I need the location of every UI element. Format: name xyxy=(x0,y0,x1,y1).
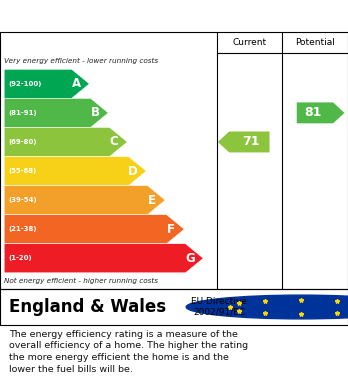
Text: (39-54): (39-54) xyxy=(8,197,37,203)
Polygon shape xyxy=(4,127,127,156)
Text: Current: Current xyxy=(232,38,267,47)
Text: (92-100): (92-100) xyxy=(8,81,42,87)
Text: (81-91): (81-91) xyxy=(8,110,37,116)
Polygon shape xyxy=(297,102,345,123)
Polygon shape xyxy=(4,215,184,244)
Text: Very energy efficient - lower running costs: Very energy efficient - lower running co… xyxy=(4,58,158,64)
Text: D: D xyxy=(128,165,138,178)
Text: Energy Efficiency Rating: Energy Efficiency Rating xyxy=(9,9,210,23)
Text: England & Wales: England & Wales xyxy=(9,298,166,316)
Text: (69-80): (69-80) xyxy=(8,139,37,145)
Polygon shape xyxy=(4,186,165,215)
Polygon shape xyxy=(218,131,269,152)
Text: E: E xyxy=(148,194,156,206)
Polygon shape xyxy=(4,69,89,99)
Text: Not energy efficient - higher running costs: Not energy efficient - higher running co… xyxy=(4,278,158,284)
Text: Potential: Potential xyxy=(295,38,335,47)
Text: A: A xyxy=(72,77,81,90)
Polygon shape xyxy=(4,244,203,273)
Text: (21-38): (21-38) xyxy=(8,226,37,232)
Text: EU Directive
2002/91/EC: EU Directive 2002/91/EC xyxy=(191,297,247,317)
Polygon shape xyxy=(4,156,146,186)
Text: G: G xyxy=(185,252,195,265)
Text: (1-20): (1-20) xyxy=(8,255,32,261)
Text: The energy efficiency rating is a measure of the
overall efficiency of a home. T: The energy efficiency rating is a measur… xyxy=(9,330,248,374)
Polygon shape xyxy=(4,99,108,127)
Circle shape xyxy=(186,295,348,319)
Text: C: C xyxy=(110,135,118,149)
Text: (55-68): (55-68) xyxy=(8,168,37,174)
Text: F: F xyxy=(167,223,175,236)
Text: B: B xyxy=(90,106,100,119)
Text: 71: 71 xyxy=(243,135,260,149)
Text: 81: 81 xyxy=(304,106,322,119)
